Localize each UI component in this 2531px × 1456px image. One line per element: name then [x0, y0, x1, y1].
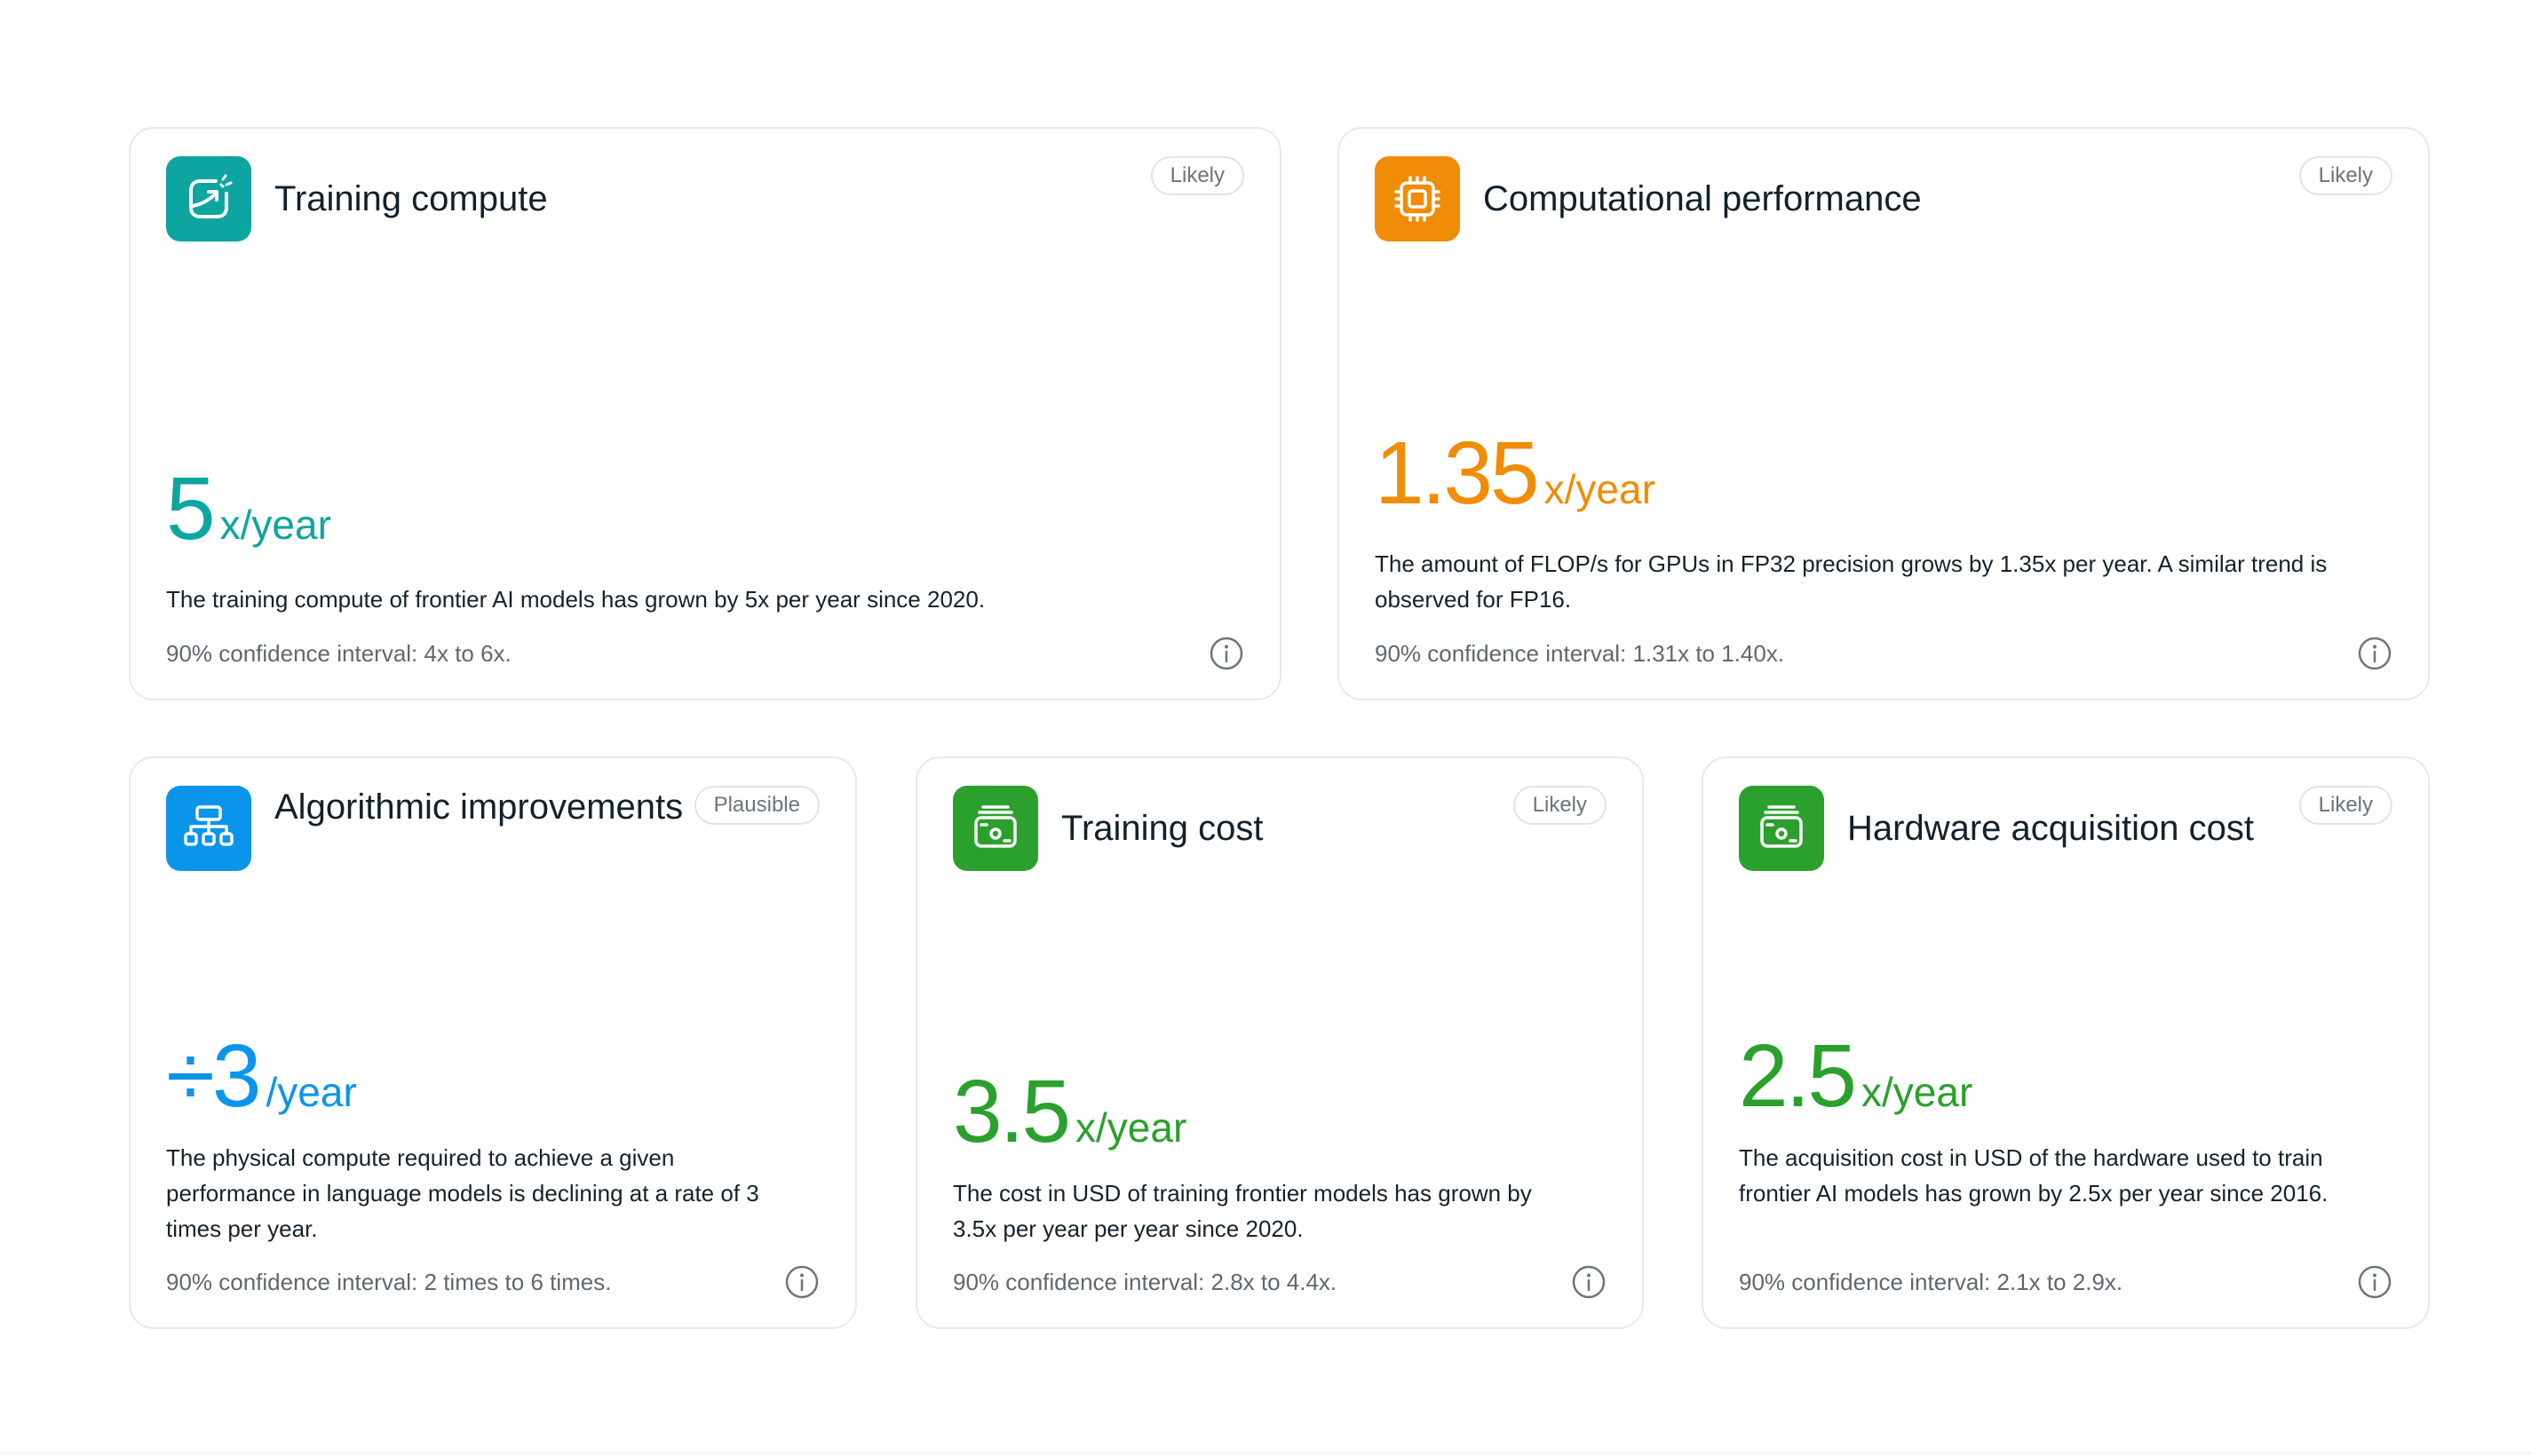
- growth-metric: ÷3 /year: [166, 1032, 357, 1120]
- card-algorithmic-improvements[interactable]: Algorithmic improvements Plausible ÷3 /y…: [129, 756, 857, 1329]
- card-description: The cost in USD of training frontier mod…: [953, 1180, 1532, 1242]
- growth-metric: 1.35 x/year: [1375, 429, 1655, 518]
- chart-growth-icon: [166, 156, 251, 241]
- card-hardware-acquisition-cost[interactable]: Hardware acquisition cost Likely 2.5 x/y…: [1702, 756, 2430, 1329]
- card-description: The physical compute required to achieve…: [166, 1144, 759, 1242]
- metric-value: 5: [166, 459, 216, 558]
- growth-metric: 3.5 x/year: [953, 1067, 1186, 1156]
- likelihood-badge: Plausible: [694, 786, 820, 825]
- money-stack-icon: [1739, 786, 1824, 871]
- hierarchy-icon: [166, 786, 251, 871]
- info-icon[interactable]: [2357, 636, 2392, 671]
- page-divider: [0, 1452, 2531, 1454]
- metric-unit: x/year: [1075, 1104, 1187, 1151]
- card-title: Hardware acquisition cost: [1847, 809, 2254, 848]
- card-title: Computational performance: [1483, 179, 1922, 218]
- confidence-interval: 90% confidence interval: 4x to 6x.: [166, 640, 512, 667]
- metric-unit: /year: [266, 1069, 357, 1115]
- card-description: The training compute of frontier AI mode…: [166, 586, 986, 613]
- card-training-compute[interactable]: Training compute Likely 5 x/year The tra…: [129, 127, 1281, 700]
- metric-unit: x/year: [219, 502, 331, 548]
- card-title: Training compute: [274, 179, 548, 218]
- card-title: Training cost: [1061, 809, 1264, 848]
- card-training-cost[interactable]: Training cost Likely 3.5 x/year The cost…: [916, 756, 1644, 1329]
- likelihood-badge: Likely: [2298, 786, 2392, 825]
- growth-metric: 2.5 x/year: [1739, 1032, 1972, 1120]
- metric-value: ÷3: [166, 1026, 261, 1126]
- likelihood-badge: Likely: [1150, 156, 1244, 195]
- metric-unit: x/year: [1543, 466, 1655, 512]
- confidence-interval: 90% confidence interval: 2.8x to 4.4x.: [953, 1269, 1337, 1295]
- confidence-interval: 90% confidence interval: 2 times to 6 ti…: [166, 1269, 612, 1295]
- chip-icon: [1375, 156, 1460, 241]
- card-description: The amount of FLOP/s for GPUs in FP32 pr…: [1375, 550, 2328, 613]
- confidence-interval: 90% confidence interval: 1.31x to 1.40x.: [1375, 640, 1785, 667]
- card-title: Algorithmic improvements: [274, 787, 684, 827]
- metric-value: 1.35: [1375, 423, 1540, 523]
- likelihood-badge: Likely: [1512, 786, 1607, 825]
- likelihood-badge: Likely: [2298, 156, 2392, 195]
- metric-value: 3.5: [953, 1062, 1071, 1161]
- info-icon[interactable]: [1571, 1264, 1607, 1300]
- info-icon[interactable]: [2357, 1264, 2392, 1300]
- info-icon[interactable]: [784, 1264, 820, 1300]
- card-description: The acquisition cost in USD of the hardw…: [1739, 1144, 2329, 1207]
- metric-value: 2.5: [1739, 1026, 1857, 1126]
- money-stack-icon: [953, 786, 1038, 871]
- confidence-interval: 90% confidence interval: 2.1x to 2.9x.: [1739, 1269, 2123, 1295]
- metric-unit: x/year: [1861, 1069, 1973, 1115]
- card-computational-performance[interactable]: Computational performance Likely 1.35 x/…: [1337, 127, 2430, 700]
- info-icon[interactable]: [1209, 636, 1244, 671]
- growth-metric: 5 x/year: [166, 464, 331, 553]
